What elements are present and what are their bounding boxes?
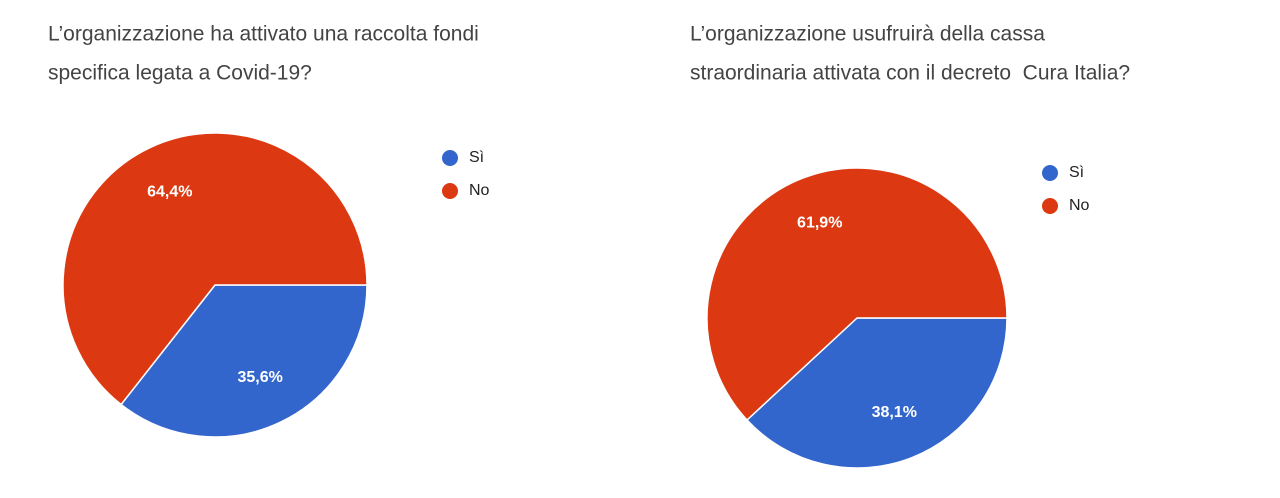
slice-label: 61,9% (797, 214, 842, 231)
legend-marker (1042, 165, 1058, 181)
legend-label: No (469, 182, 490, 199)
legend-label: Sì (1069, 164, 1084, 181)
legend-label: Sì (469, 149, 484, 166)
chart-title: L’organizzazione ha attivato una raccolt… (48, 23, 479, 46)
pie-slice (62, 132, 368, 406)
chart-title: L’organizzazione usufruirà della cassa (690, 23, 1045, 46)
slice-label: 64,4% (147, 183, 192, 200)
pie-slice (120, 284, 368, 438)
slice-label: 35,6% (237, 369, 282, 386)
legend-marker (442, 150, 458, 166)
legend-label: No (1069, 197, 1090, 214)
pie-slice (706, 167, 1008, 422)
chart-title: specifica legata a Covid-19? (48, 62, 312, 85)
chart-title: straordinaria attivata con il decreto Cu… (690, 62, 1130, 85)
pie-slice (745, 317, 1008, 469)
legend-marker (1042, 198, 1058, 214)
legend-marker (442, 183, 458, 199)
slice-label: 38,1% (872, 404, 917, 421)
